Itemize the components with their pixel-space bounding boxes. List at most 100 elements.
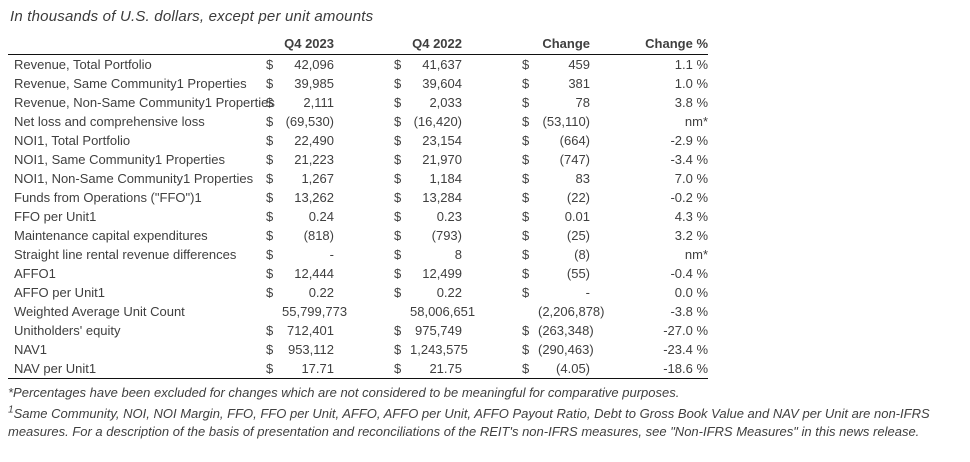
value-q4-2022: 0.23 bbox=[436, 209, 462, 224]
row-label: Weighted Average Unit Count bbox=[14, 304, 185, 319]
dollar-sign-q4-2023: $ bbox=[266, 209, 274, 224]
dollar-sign-q4-2023: $ bbox=[266, 133, 274, 148]
dollar-sign-change: $ bbox=[522, 228, 530, 243]
value-change-percent: -2.9 % bbox=[670, 133, 709, 148]
dollar-sign-q4-2023: $ bbox=[266, 95, 274, 110]
row-label: FFO per Unit1 bbox=[14, 209, 97, 224]
dollar-sign-q4-2023: $ bbox=[266, 57, 274, 72]
value-q4-2022: 2,033 bbox=[429, 95, 462, 110]
value-change: (25) bbox=[566, 228, 591, 243]
value-q4-2023: (69,530) bbox=[285, 114, 334, 129]
value-change: 459 bbox=[568, 57, 591, 72]
value-q4-2023: 12,444 bbox=[294, 266, 334, 281]
header-change: Change bbox=[514, 36, 643, 55]
dollar-sign-change: $ bbox=[522, 342, 530, 357]
value-change-percent: 7.0 % bbox=[674, 171, 709, 186]
value-change-percent: -18.6 % bbox=[642, 359, 709, 379]
dollar-sign-q4-2022: $ bbox=[394, 285, 402, 300]
row-label: AFFO1 bbox=[14, 266, 56, 281]
dollar-sign-q4-2023: $ bbox=[266, 171, 274, 186]
page-title: In thousands of U.S. dollars, except per… bbox=[10, 8, 374, 25]
dollar-sign-change: $ bbox=[514, 359, 538, 379]
table-row: Revenue, Same Community1 Properties $ 39… bbox=[8, 74, 708, 93]
dollar-sign-change bbox=[514, 302, 538, 321]
dollar-sign-q4-2022: $ bbox=[394, 209, 402, 224]
value-q4-2022: 41,637 bbox=[422, 57, 462, 72]
row-label: NOI1, Non-Same Community1 Properties bbox=[14, 171, 254, 186]
value-q4-2023: 42,096 bbox=[294, 57, 334, 72]
footnote-1-text: Same Community, NOI, NOI Margin, FFO, FF… bbox=[8, 406, 930, 439]
value-q4-2022: 1,184 bbox=[429, 171, 462, 186]
value-q4-2023: 13,262 bbox=[294, 190, 334, 205]
table-body: Revenue, Total Portfolio $ 42,096 $ 41,6… bbox=[8, 55, 709, 379]
dollar-sign-change: $ bbox=[522, 76, 530, 91]
value-change: - bbox=[585, 285, 591, 300]
row-label: Revenue, Non-Same Community1 Properties bbox=[14, 95, 275, 110]
table-row: Straight line rental revenue differences… bbox=[8, 245, 708, 264]
header-change-pct: Change % bbox=[642, 36, 709, 55]
dollar-sign-change: $ bbox=[522, 285, 530, 300]
dollar-sign-q4-2023 bbox=[258, 302, 282, 321]
value-change-percent: 1.1 % bbox=[674, 57, 709, 72]
row-label: Revenue, Total Portfolio bbox=[14, 57, 152, 72]
value-q4-2023: - bbox=[329, 247, 334, 262]
table-header-row: Q4 2023 Q4 2022 Change Change % bbox=[8, 36, 709, 55]
table-row: Unitholders' equity $ 712,401 $ 975,749 … bbox=[8, 321, 708, 340]
row-label: NAV1 bbox=[14, 342, 47, 357]
dollar-sign-change: $ bbox=[522, 133, 530, 148]
table-row: AFFO per Unit1 $ 0.22 $ 0.22 $ - 0.0 % bbox=[8, 283, 708, 302]
dollar-sign-q4-2022: $ bbox=[394, 247, 402, 262]
dollar-sign-q4-2023: $ bbox=[266, 76, 274, 91]
value-q4-2023: 953,112 bbox=[287, 342, 334, 357]
value-q4-2023: 39,985 bbox=[294, 76, 334, 91]
dollar-sign-change: $ bbox=[522, 266, 530, 281]
header-label-spacer bbox=[8, 36, 258, 55]
value-change-percent: -0.2 % bbox=[670, 190, 709, 205]
value-change: 78 bbox=[575, 95, 591, 110]
dollar-sign-q4-2022: $ bbox=[394, 114, 402, 129]
dollar-sign-q4-2023: $ bbox=[266, 190, 274, 205]
table-row: Weighted Average Unit Count 55,799,773 5… bbox=[8, 302, 708, 321]
value-change-percent: -23.4 % bbox=[663, 342, 709, 357]
dollar-sign-q4-2023: $ bbox=[258, 359, 282, 379]
row-label: Maintenance capital expenditures bbox=[14, 228, 208, 243]
value-q4-2022: (793) bbox=[431, 228, 462, 243]
table-row: Revenue, Non-Same Community1 Properties … bbox=[8, 93, 708, 112]
dollar-sign-change: $ bbox=[522, 114, 530, 129]
dollar-sign-q4-2022: $ bbox=[394, 266, 402, 281]
footnote-1-marker: 1 bbox=[8, 404, 14, 416]
value-change: (2,206,878) bbox=[538, 304, 605, 319]
footnote-star: *Percentages have been excluded for chan… bbox=[8, 385, 680, 400]
value-change: (664) bbox=[559, 133, 591, 148]
value-change-percent: nm* bbox=[684, 114, 709, 129]
dollar-sign-q4-2023: $ bbox=[266, 247, 274, 262]
table-row: AFFO1 $ 12,444 $ 12,499 $ (55) -0.4 % bbox=[8, 264, 708, 283]
dollar-sign-q4-2023: $ bbox=[266, 228, 274, 243]
dollar-sign-q4-2022: $ bbox=[386, 359, 410, 379]
dollar-sign-q4-2022: $ bbox=[394, 133, 402, 148]
value-q4-2023: 21,223 bbox=[294, 152, 334, 167]
value-change: 381 bbox=[568, 76, 591, 91]
row-label: NOI1, Same Community1 Properties bbox=[14, 152, 225, 167]
dollar-sign-q4-2022: $ bbox=[394, 76, 402, 91]
dollar-sign-q4-2022: $ bbox=[394, 190, 402, 205]
dollar-sign-q4-2022: $ bbox=[394, 171, 402, 186]
value-change-percent: -0.4 % bbox=[670, 266, 709, 281]
table-row: Maintenance capital expenditures $ (818)… bbox=[8, 226, 708, 245]
value-change-percent: -3.4 % bbox=[670, 152, 709, 167]
dollar-sign-q4-2023: $ bbox=[266, 114, 274, 129]
value-q4-2023: 1,267 bbox=[301, 171, 334, 186]
dollar-sign-q4-2022: $ bbox=[394, 228, 402, 243]
value-change: (53,110) bbox=[542, 114, 591, 129]
table-row: Net loss and comprehensive loss $ (69,53… bbox=[8, 112, 708, 131]
value-q4-2022: 1,243,575 bbox=[410, 342, 468, 357]
value-q4-2022: 975,749 bbox=[415, 323, 462, 338]
dollar-sign-q4-2023: $ bbox=[266, 266, 274, 281]
value-change-percent: nm* bbox=[684, 247, 709, 262]
table-row: NOI1, Same Community1 Properties $ 21,22… bbox=[8, 150, 708, 169]
value-q4-2022: 21,970 bbox=[422, 152, 462, 167]
row-label: Net loss and comprehensive loss bbox=[14, 114, 205, 129]
dollar-sign-change: $ bbox=[522, 95, 530, 110]
dollar-sign-q4-2022: $ bbox=[394, 152, 402, 167]
value-change-percent: 3.2 % bbox=[674, 228, 709, 243]
